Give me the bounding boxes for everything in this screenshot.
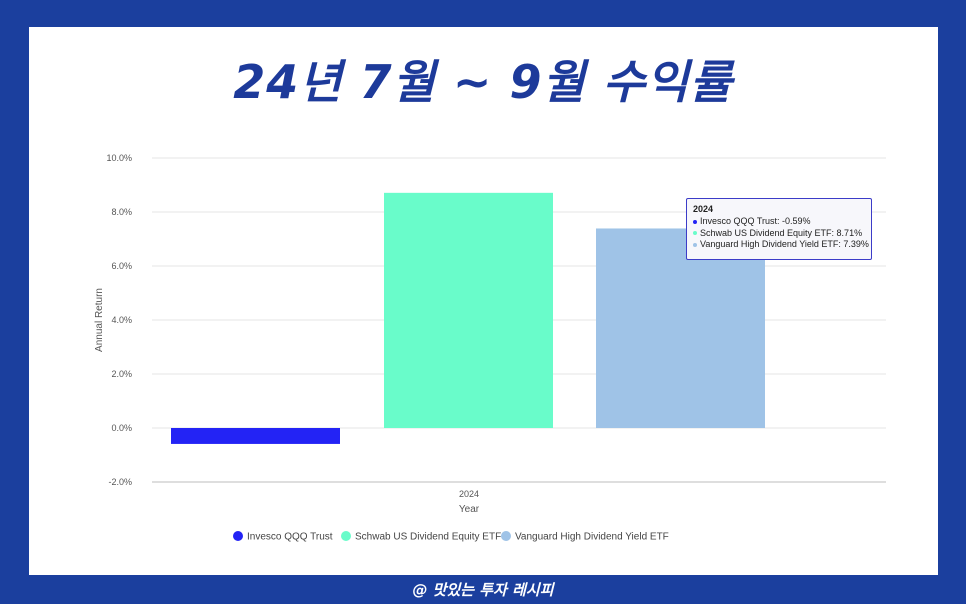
y-tick-label: 10.0% (106, 153, 132, 163)
footer-credit: @ 맛있는 투자 레시피 (412, 581, 554, 599)
series-dot-icon (693, 231, 697, 236)
bar-1[interactable] (384, 192, 553, 428)
tooltip-row-text: Schwab US Dividend Equity ETF: 8.71% (700, 227, 863, 238)
y-tick-label: -2.0% (108, 477, 132, 487)
y-axis-ticks: 10.0% 8.0% 6.0% 4.0% 2.0% 0.0% -2.0% (106, 153, 132, 487)
legend: Invesco QQQ Trust Schwab US Dividend Equi… (233, 531, 669, 543)
series-dot-icon (693, 219, 697, 224)
legend-label[interactable]: Schwab US Dividend Equity ETF (355, 532, 501, 543)
legend-label[interactable]: Vanguard High Dividend Yield ETF (515, 532, 669, 543)
tooltip-title: 2024 (693, 204, 714, 214)
data-tooltip: 2024 Invesco QQQ Trust: -0.59% Schwab US… (686, 198, 872, 260)
tooltip-row: Schwab US Dividend Equity ETF: 8.71% (693, 228, 865, 240)
y-tick-label: 4.0% (111, 315, 132, 325)
y-tick-label: 8.0% (111, 207, 132, 217)
page-title: 24년 7월 ~ 9월 수익률 (233, 55, 733, 109)
legend-marker-icon[interactable] (341, 531, 351, 541)
legend-marker-icon[interactable] (501, 531, 511, 541)
y-tick-label: 0.0% (111, 423, 132, 433)
bar-2[interactable] (596, 228, 765, 428)
tooltip-row: Vanguard High Dividend Yield ETF: 7.39% (693, 239, 869, 251)
series-dot-icon (693, 242, 697, 247)
bar-0[interactable] (171, 428, 340, 444)
tooltip-row-text: Vanguard High Dividend Yield ETF: 7.39% (700, 239, 869, 249)
x-tick-label: 2024 (459, 489, 479, 499)
y-axis-title: Annual Return (94, 288, 105, 352)
legend-marker-icon[interactable] (233, 531, 243, 541)
legend-label[interactable]: Invesco QQQ Trust (247, 532, 333, 543)
tooltip-row: Invesco QQQ Trust: -0.59% (693, 216, 865, 228)
tooltip-row-text: Invesco QQQ Trust: -0.59% (700, 216, 811, 226)
x-axis-title: Year (459, 504, 480, 515)
bars (171, 192, 765, 444)
y-tick-label: 2.0% (111, 369, 132, 379)
y-tick-label: 6.0% (111, 261, 132, 271)
